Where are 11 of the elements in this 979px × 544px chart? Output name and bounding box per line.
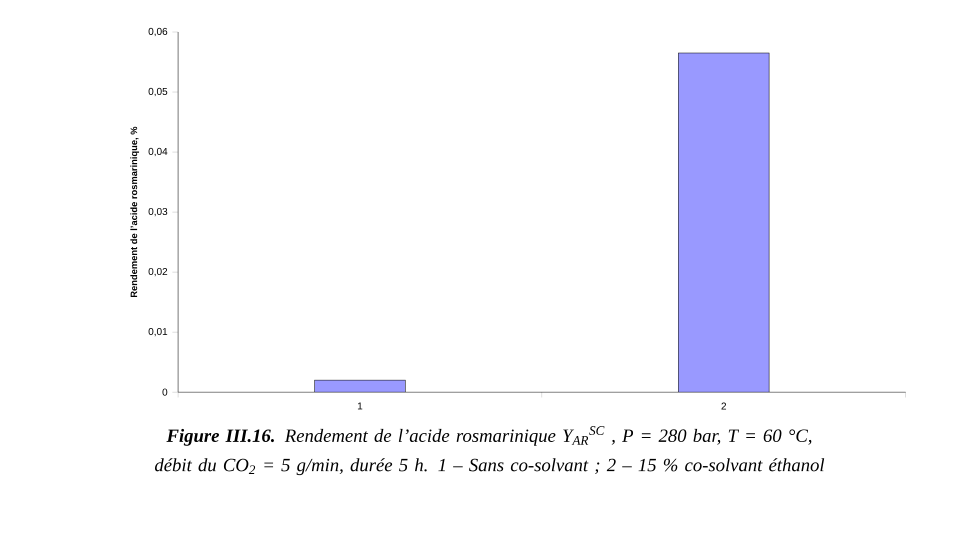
y-tick-label: 0,06 (148, 28, 168, 36)
y-tick-label: 0,01 (148, 328, 168, 336)
y-tick-label: 0 (162, 388, 168, 396)
y-axis-title: Rendement de l’acide rosmarinique, % (130, 126, 140, 297)
y-tick-label: 0,04 (148, 148, 168, 156)
y-tick-label: 0,03 (148, 208, 168, 216)
y-tick-label: 0,05 (148, 88, 168, 96)
x-tick-label: 2 (721, 402, 726, 410)
x-tick-label: 1 (358, 402, 362, 410)
y-tick-label: 0,02 (148, 268, 168, 276)
text: Figure III.16. Rendement de l’acide rosmarinique Y$_{AR}$$^{SC}$ , P = 280 bar, T = 60 °C, débit du CO$_{2}$ = 5 g/min, durée 5 h. 1 – Sans co-solvant ; 2 – 15 % co-solvant éthanol (154, 426, 824, 476)
